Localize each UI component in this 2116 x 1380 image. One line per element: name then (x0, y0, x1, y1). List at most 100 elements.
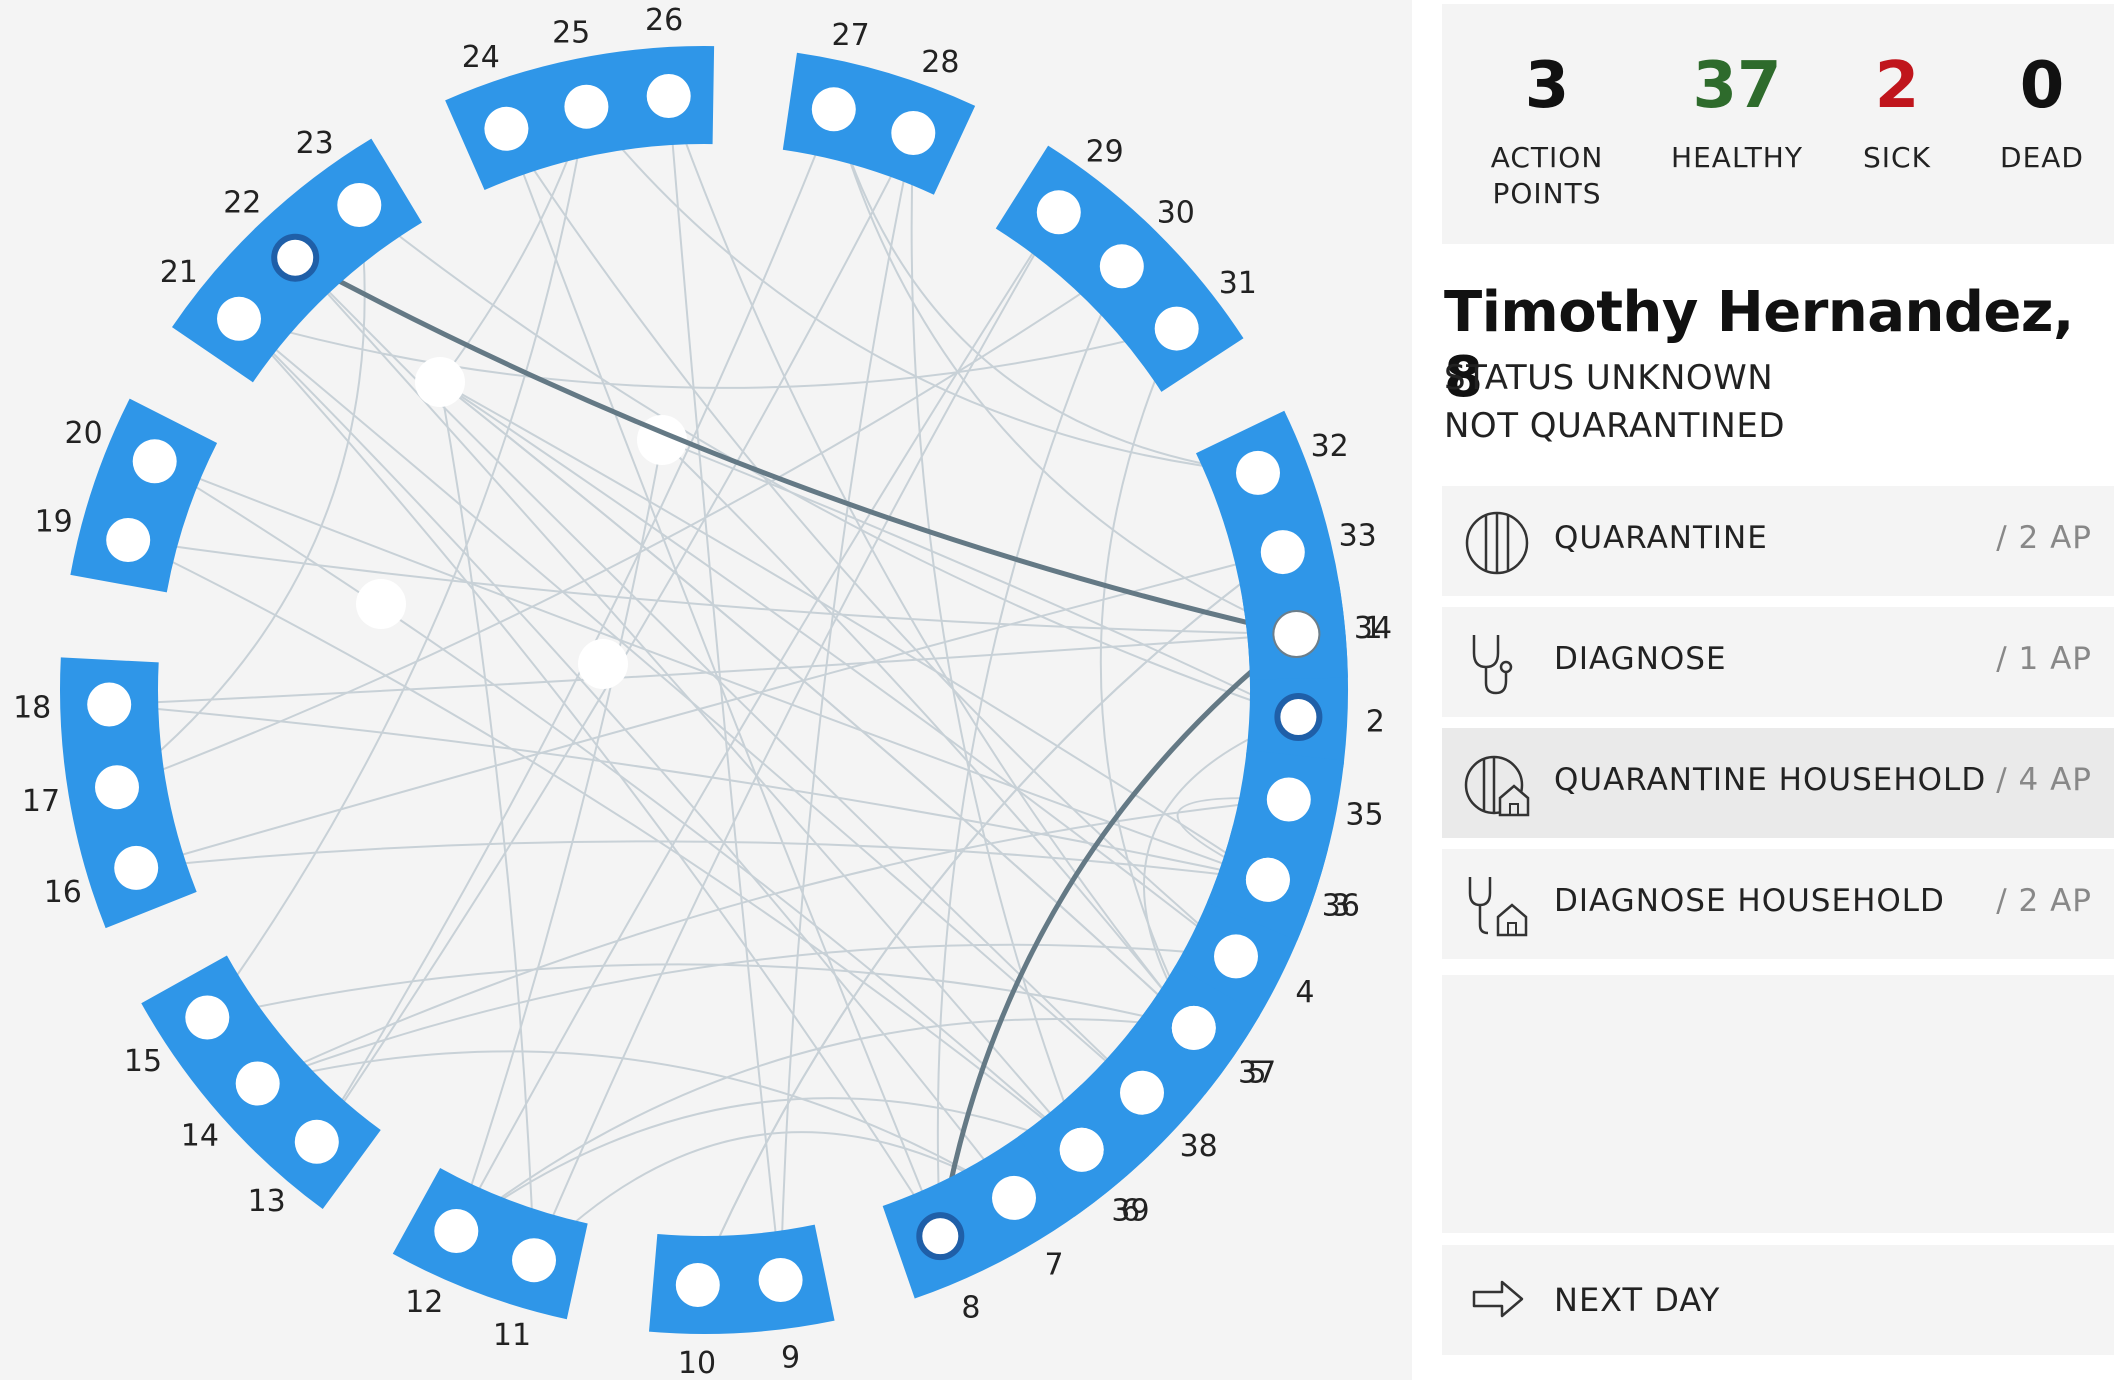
healthy-label: HEALTHY (1671, 141, 1803, 174)
quarantine-household-icon (1464, 755, 1530, 817)
contact-link (315, 108, 835, 1143)
sick-person-node[interactable] (916, 1212, 965, 1261)
person-number-label: 27 (832, 18, 870, 53)
person-number-label: 34 (1354, 611, 1392, 646)
person-node[interactable] (1036, 190, 1081, 235)
person-node[interactable] (114, 845, 159, 890)
person-number-label: 3 (1331, 888, 1350, 923)
person-node[interactable] (434, 1209, 479, 1253)
diagnose-household-button[interactable]: DIAGNOSE HOUSEHOLD / 2 AP (1442, 849, 2114, 959)
person-node[interactable] (1266, 777, 1311, 822)
person-node[interactable] (646, 74, 691, 118)
contact-link (832, 109, 1259, 474)
action-points-label: ACTION POINTS (1462, 140, 1632, 212)
person-number-label: 35 (1345, 798, 1383, 833)
person-node[interactable] (512, 1238, 556, 1283)
person-node[interactable] (811, 87, 856, 132)
person-number-label: 31 (1219, 266, 1257, 301)
contact-link (135, 551, 1284, 869)
person-node[interactable] (484, 106, 529, 151)
diagnose-button[interactable]: DIAGNOSE / 1 AP (1442, 607, 2114, 717)
person-node[interactable] (185, 995, 230, 1040)
quarantine-button[interactable]: QUARANTINE / 2 AP (1442, 486, 2114, 596)
person-node[interactable] (1274, 612, 1319, 656)
person-node[interactable] (95, 765, 139, 810)
contact-link (1099, 328, 1195, 1029)
person-number-labels: 1234567891011121314151617181920212223242… (13, 3, 1392, 1380)
contact-link (585, 106, 1259, 474)
contact-link (257, 1050, 1015, 1199)
sick-label: SICK (1863, 141, 1931, 174)
person-number-label: 30 (1157, 196, 1195, 231)
person-node[interactable] (564, 84, 609, 129)
contact-link (696, 551, 1284, 1286)
person-node[interactable] (1236, 450, 1280, 495)
contact-link (505, 128, 942, 1237)
active-contact-link (937, 632, 1298, 1237)
person-number-label: 38 (1180, 1129, 1218, 1164)
quarantine-household-button[interactable]: QUARANTINE HOUSEHOLD / 4 AP (1442, 728, 2114, 838)
person-number-label: 6 (1121, 1193, 1140, 1228)
person-node[interactable] (132, 439, 177, 484)
person-node[interactable] (217, 296, 261, 341)
person-number-label: 25 (552, 15, 590, 50)
contact-link (455, 211, 1060, 1232)
contact-link (109, 633, 1297, 706)
contact-link (116, 204, 366, 788)
person-node[interactable] (1214, 934, 1258, 979)
person-status: STATUS UNKNOWN (1444, 358, 1774, 398)
person-quarantine-status: NOT QUARANTINED (1444, 406, 1786, 446)
person-number-label: 36 (1322, 888, 1360, 923)
person-number-label: 7 (1045, 1248, 1064, 1283)
person-number-label: 18 (13, 690, 51, 725)
person-node[interactable] (1260, 530, 1305, 575)
contact-link (533, 211, 1060, 1261)
action-points-stat: 3 ACTION POINTS (1462, 54, 1632, 212)
hub-link (661, 439, 1195, 1029)
person-node[interactable] (106, 518, 151, 562)
person-number-label: 1 (1363, 611, 1382, 646)
person-node[interactable] (758, 1258, 803, 1302)
person-node[interactable] (1059, 1127, 1104, 1172)
meeting-hub[interactable] (578, 639, 628, 689)
contact-link (128, 539, 1297, 635)
hub-link (455, 439, 663, 1232)
contact-link (358, 204, 1299, 718)
contact-link (206, 106, 588, 1019)
hub-link (661, 439, 1299, 718)
person-node[interactable] (235, 1061, 280, 1106)
person-node[interactable] (294, 1119, 339, 1164)
contact-link (779, 132, 915, 1281)
contact-link (257, 798, 1289, 1085)
person-node[interactable] (1245, 857, 1290, 902)
next-day-button[interactable]: NEXT DAY (1442, 1245, 2114, 1355)
person-node[interactable] (87, 682, 132, 727)
arrow-right-icon (1472, 1280, 1524, 1318)
sick-stat: 2 SICK (1837, 54, 1957, 176)
dead-label: DEAD (2000, 141, 2084, 174)
person-node[interactable] (891, 111, 936, 155)
person-node[interactable] (337, 183, 382, 227)
person-number-label: 14 (181, 1118, 219, 1153)
person-node[interactable] (992, 1175, 1036, 1220)
active-contact-links (294, 255, 1298, 1237)
person-node[interactable] (675, 1263, 720, 1307)
person-number-label: 22 (223, 186, 261, 221)
sick-person-node[interactable] (271, 233, 320, 282)
contact-link (315, 132, 915, 1143)
diagnose-cost: / 1 AP (1996, 641, 2092, 677)
person-number-label: 37 (1238, 1056, 1276, 1091)
person-node[interactable] (1154, 306, 1199, 351)
meeting-hub[interactable] (356, 579, 406, 629)
sick-person-node[interactable] (1274, 693, 1323, 741)
meeting-hub[interactable] (415, 357, 465, 407)
person-node[interactable] (1099, 244, 1144, 289)
stethoscope-icon (1472, 635, 1513, 695)
contact-link (154, 460, 1269, 881)
contact-link (238, 318, 1015, 1199)
person-number-label: 9 (781, 1340, 800, 1375)
next-day-label: NEXT DAY (1554, 1281, 1721, 1319)
contact-link (257, 943, 1237, 1085)
person-node[interactable] (1120, 1070, 1164, 1115)
person-node[interactable] (1171, 1005, 1216, 1050)
